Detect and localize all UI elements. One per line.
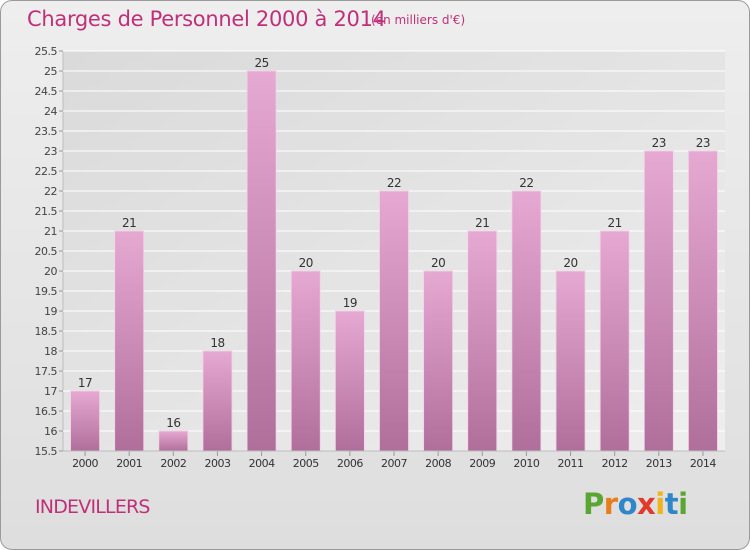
y-tick-label: 20.5: [35, 245, 58, 258]
y-tick-label: 15.5: [35, 445, 58, 458]
x-tick-label: 2000: [72, 457, 98, 470]
data-label: 21: [122, 216, 136, 230]
x-tick-label: 2013: [646, 457, 672, 470]
y-tick-label: 22: [44, 185, 57, 198]
y-tick-label: 19: [44, 305, 57, 318]
y-tick-label: 21.5: [35, 205, 58, 218]
x-tick-label: 2012: [602, 457, 628, 470]
bar: [512, 191, 541, 451]
x-tick-label: 2002: [160, 457, 186, 470]
bar: [644, 151, 673, 451]
y-tick-label: 24: [44, 105, 57, 118]
x-tick-label: 2001: [116, 457, 142, 470]
y-tick-label: 17: [44, 385, 57, 398]
y-tick-label: 19.5: [35, 285, 58, 298]
bar: [380, 191, 409, 451]
commune-name: INDEVILLERS: [35, 496, 150, 518]
data-label: 23: [696, 136, 710, 150]
logo-letter: i: [655, 487, 664, 521]
logo-letter: i: [678, 487, 687, 521]
bar: [247, 71, 276, 451]
x-tick-label: 2010: [513, 457, 539, 470]
logo-letter: x: [637, 487, 655, 521]
data-label: 16: [166, 416, 180, 430]
y-tick-label: 24.5: [35, 85, 58, 98]
bar: [291, 271, 320, 451]
data-label: 23: [652, 136, 666, 150]
logo-letter: o: [618, 487, 637, 521]
logo-letter: r: [604, 487, 618, 521]
data-label: 19: [343, 296, 357, 310]
y-tick-label: 18.5: [35, 325, 58, 338]
data-label: 20: [563, 256, 577, 270]
x-tick-label: 2003: [204, 457, 230, 470]
y-tick-label: 20: [44, 265, 57, 278]
y-axis-ticks: 15.5 16 16.5 17 17.5 18 18.5 19 19.5 20 20.5 21 21.5…: [35, 45, 58, 458]
bar: [159, 431, 188, 451]
bar: [71, 391, 100, 451]
y-tick-label: 16: [44, 425, 57, 438]
logo-letter: P: [583, 487, 604, 521]
y-tick-label: 18: [44, 345, 57, 358]
x-tick-label: 2014: [690, 457, 716, 470]
data-label: 20: [431, 256, 445, 270]
y-tick-label: 25.5: [35, 45, 58, 58]
x-tick-label: 2011: [558, 457, 584, 470]
bar: [203, 351, 232, 451]
data-label: 17: [78, 376, 92, 390]
bar: [468, 231, 497, 451]
bar: [115, 231, 144, 451]
bar: [600, 231, 629, 451]
logo-letter: t: [665, 487, 678, 521]
y-tick-label: 25: [44, 65, 57, 78]
data-label: 21: [608, 216, 622, 230]
y-tick-label: 23: [44, 145, 57, 158]
y-tick-label: 17.5: [35, 365, 58, 378]
x-tick-label: 2009: [469, 457, 495, 470]
y-tick-label: 21: [44, 225, 57, 238]
x-tick-label: 2007: [381, 457, 407, 470]
y-tick-label: 23.5: [35, 125, 58, 138]
data-label: 20: [299, 256, 313, 270]
y-tick-label: 22.5: [35, 165, 58, 178]
proxiti-logo[interactable]: Proxiti: [583, 487, 688, 521]
x-tick-label: 2008: [425, 457, 451, 470]
data-label: 22: [519, 176, 533, 190]
x-tick-label: 2005: [293, 457, 319, 470]
data-label: 21: [475, 216, 489, 230]
data-label: 25: [254, 56, 268, 70]
x-tick-label: 2006: [337, 457, 363, 470]
x-axis-ticks: 2000 2001 2002 2003 2004 2005 2006 2007 2008 2009…: [63, 451, 725, 470]
data-label: 18: [210, 336, 224, 350]
bar: [335, 311, 364, 451]
data-label: 22: [387, 176, 401, 190]
bar: [424, 271, 453, 451]
bar: [556, 271, 585, 451]
x-tick-label: 2004: [249, 457, 275, 470]
bar: [688, 151, 717, 451]
y-tick-label: 16.5: [35, 405, 58, 418]
